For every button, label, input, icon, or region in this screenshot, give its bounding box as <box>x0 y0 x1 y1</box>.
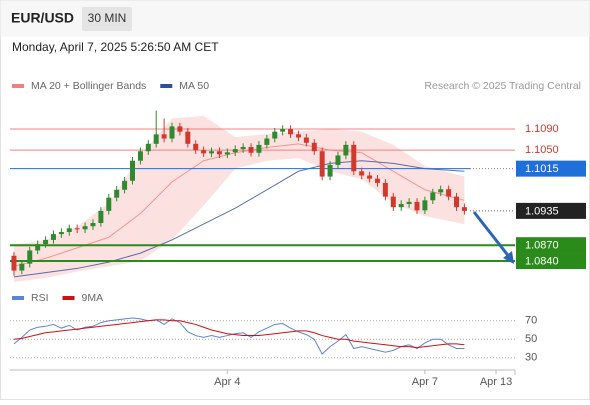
candle-body <box>98 210 104 224</box>
timeframe: 30 MIN <box>88 11 127 25</box>
rsi-tick-label: 70 <box>525 315 537 327</box>
candle-body <box>248 146 254 153</box>
legend-swatch <box>160 84 173 88</box>
candle-body <box>359 171 365 176</box>
candle-body <box>82 226 88 230</box>
candle-body <box>374 178 380 183</box>
candle-body <box>414 201 420 211</box>
candle-body <box>137 151 143 161</box>
candle-body <box>351 144 357 172</box>
candle-body <box>185 131 191 144</box>
level-label: 1.1015 <box>525 163 559 175</box>
legend-swatch <box>12 84 24 88</box>
candle-body <box>35 244 41 251</box>
timeframe-badge <box>82 7 132 31</box>
candle-body <box>240 146 246 150</box>
candle-body <box>209 151 215 154</box>
projection-arrow-head <box>503 251 514 264</box>
rsi-line <box>13 317 465 355</box>
candle-body <box>216 151 222 155</box>
rsi-line <box>13 319 465 349</box>
level-box <box>516 237 586 254</box>
candle-body <box>66 228 72 232</box>
level-box <box>516 160 586 177</box>
subtitle: Monday, April 7, 2025 5:26:50 AM CET <box>12 40 219 54</box>
projection-arrow <box>472 211 512 259</box>
candle-body <box>193 143 199 151</box>
legend-label: MA 50 <box>179 80 209 92</box>
candle-body <box>288 129 294 135</box>
candle-body <box>129 160 135 181</box>
candle-body <box>367 175 373 179</box>
legend-label: RSI <box>31 292 49 304</box>
candle-body <box>319 151 325 177</box>
candle-body <box>272 131 278 139</box>
candle-body <box>311 142 317 152</box>
candle-body <box>74 228 80 230</box>
x-tick-label: Apr 7 <box>412 376 438 388</box>
candle-body <box>390 196 396 208</box>
candle-body <box>398 204 404 208</box>
candle-body <box>256 144 262 153</box>
candle-body <box>461 207 467 211</box>
level-label: 1.0935 <box>525 205 559 217</box>
plot: MA 20 + Bollinger Bands MA 50 RSI 9MA 1.1090… <box>10 80 586 388</box>
x-tick-label: Apr 4 <box>214 376 240 388</box>
legend-swatch <box>62 296 75 300</box>
rsi-tick-label: 50 <box>525 333 537 345</box>
level-box <box>516 253 586 270</box>
level-label: 1.1050 <box>525 144 559 156</box>
candle-body <box>27 250 33 264</box>
candle-body <box>50 234 56 240</box>
x-tick-label: Apr 13 <box>480 376 512 388</box>
legend-swatch <box>12 296 24 300</box>
candle-body <box>446 189 452 197</box>
level-label: 1.0840 <box>525 255 559 267</box>
level-label: 1.1090 <box>525 123 559 135</box>
level-box <box>516 202 586 219</box>
candle-body <box>406 201 412 205</box>
moving-average <box>13 160 465 278</box>
candle-body <box>327 164 333 177</box>
candle-body <box>43 239 49 245</box>
candle-body <box>177 126 183 132</box>
candle-body <box>58 232 64 235</box>
legend-label: MA 20 + Bollinger Bands <box>31 80 146 92</box>
candle-body <box>90 223 96 227</box>
chart-title: EUR/USD <box>11 10 74 26</box>
candle-body <box>430 192 436 201</box>
candle-body <box>438 189 444 193</box>
candle-body <box>382 182 388 197</box>
candle-body <box>232 149 238 153</box>
candle-body <box>145 143 151 152</box>
credit: Research © 2025 Trading Central <box>424 80 581 92</box>
candle-body <box>114 189 120 198</box>
legend-label: 9MA <box>82 292 104 304</box>
candle-body <box>264 138 270 145</box>
candle-body <box>19 263 25 271</box>
candle-body <box>106 197 112 211</box>
candle-body <box>343 144 349 156</box>
candle-body <box>122 180 128 190</box>
candle-body <box>454 196 460 208</box>
candle-body <box>169 126 175 139</box>
candle-body <box>295 134 301 138</box>
candle-body <box>161 134 167 139</box>
candle-body <box>153 134 159 144</box>
candle-body <box>280 129 286 132</box>
candle-body <box>335 155 341 165</box>
candle-body <box>201 150 207 154</box>
level-label: 1.0870 <box>525 240 559 252</box>
candle-body <box>422 200 428 211</box>
candle-body <box>303 137 309 143</box>
candle-body <box>11 255 17 271</box>
candle-body <box>224 152 230 155</box>
rsi-tick-label: 30 <box>525 352 537 364</box>
